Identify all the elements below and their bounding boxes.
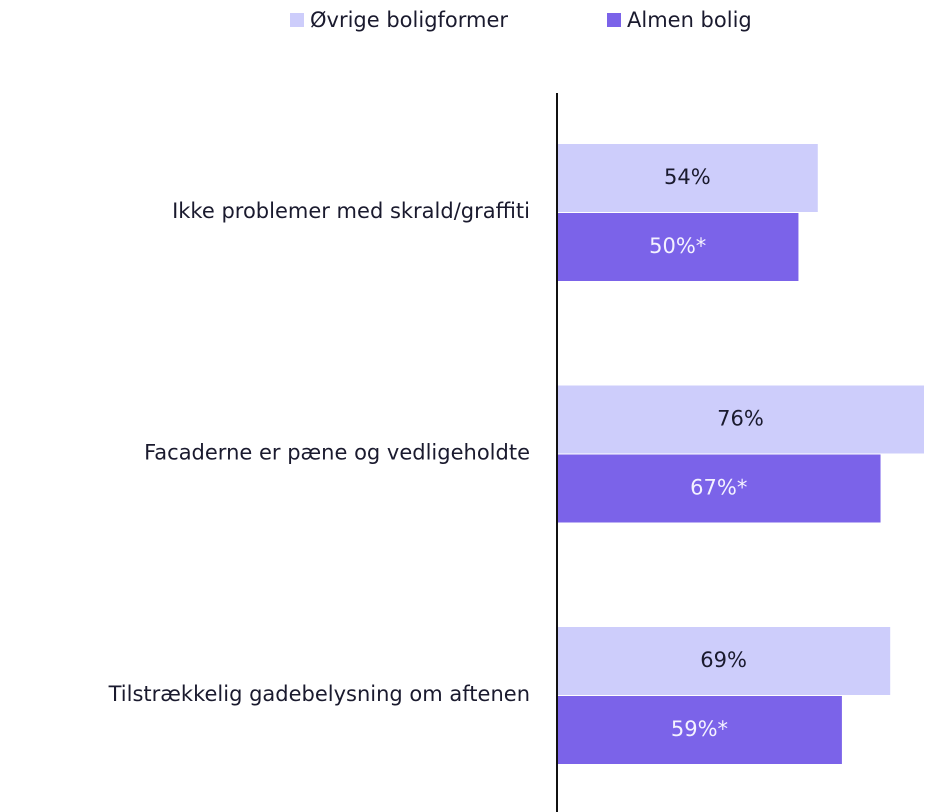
bar bbox=[557, 696, 842, 764]
legend-swatch bbox=[607, 13, 621, 27]
value-label: 50%* bbox=[649, 234, 706, 258]
category-label: Facaderne er pæne og vedligeholdte bbox=[144, 441, 530, 465]
value-label: 69% bbox=[700, 648, 747, 672]
legend-label: Øvrige boligformer bbox=[310, 8, 508, 32]
value-label: 67%* bbox=[690, 476, 747, 500]
value-label: 54% bbox=[664, 165, 711, 189]
bar bbox=[557, 385, 924, 454]
category-label: Ikke problemer med skrald/graffiti bbox=[172, 199, 530, 223]
legend-swatch bbox=[290, 13, 304, 27]
legend-label: Almen bolig bbox=[627, 8, 752, 32]
value-label: 59%* bbox=[671, 717, 728, 741]
category-label: Tilstrækkelig gadebelysning om aftenen bbox=[108, 682, 530, 706]
value-label: 76% bbox=[717, 407, 764, 431]
bar bbox=[557, 213, 799, 281]
bar bbox=[557, 144, 818, 212]
bar bbox=[557, 454, 881, 523]
bar bbox=[557, 627, 891, 695]
